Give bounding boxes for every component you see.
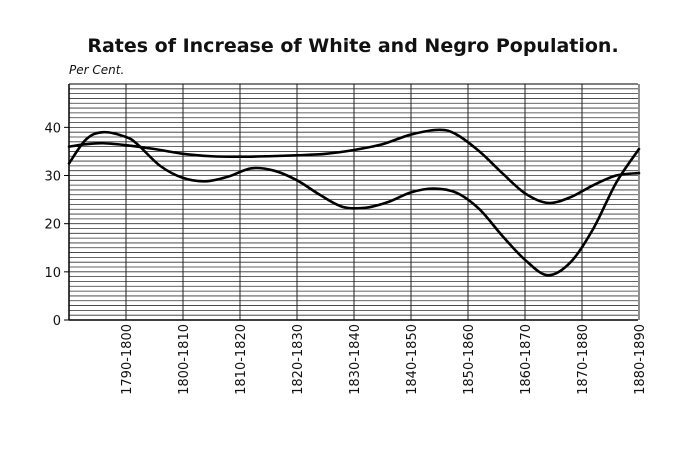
series-lines xyxy=(67,128,641,277)
x-tick-label: 1840-1850 xyxy=(405,324,420,395)
series-line-2 xyxy=(67,128,641,205)
gridlines xyxy=(69,83,640,321)
x-tick-label: 1820-1830 xyxy=(291,324,306,395)
chart-title: Rates of Increase of White and Negro Pop… xyxy=(87,35,618,57)
x-tick-label: 1880-1890 xyxy=(633,324,648,395)
x-tick-label: 1810-1820 xyxy=(234,324,249,395)
tick-labels: 0 10 20 30 40 1790-1800 1800-1810 1810-1820 1820… xyxy=(44,121,648,395)
y-tick-label: 40 xyxy=(44,121,61,136)
series-line-1 xyxy=(67,130,641,277)
x-tick-label: 1800-1810 xyxy=(177,324,192,395)
x-tick-label: 1850-1860 xyxy=(462,324,477,395)
axes xyxy=(68,83,638,321)
y-tick-label: 0 xyxy=(53,314,61,329)
y-axis-label: Per Cent. xyxy=(69,63,124,77)
y-tick-label: 10 xyxy=(44,266,61,281)
x-tick-label: 1790-1800 xyxy=(120,324,135,395)
y-tick-label: 30 xyxy=(44,170,61,185)
y-tick-label: 20 xyxy=(44,218,61,233)
x-tick-label: 1860-1870 xyxy=(519,324,534,395)
x-tick-label: 1830-1840 xyxy=(348,324,363,395)
x-tick-label: 1870-1880 xyxy=(576,324,591,395)
